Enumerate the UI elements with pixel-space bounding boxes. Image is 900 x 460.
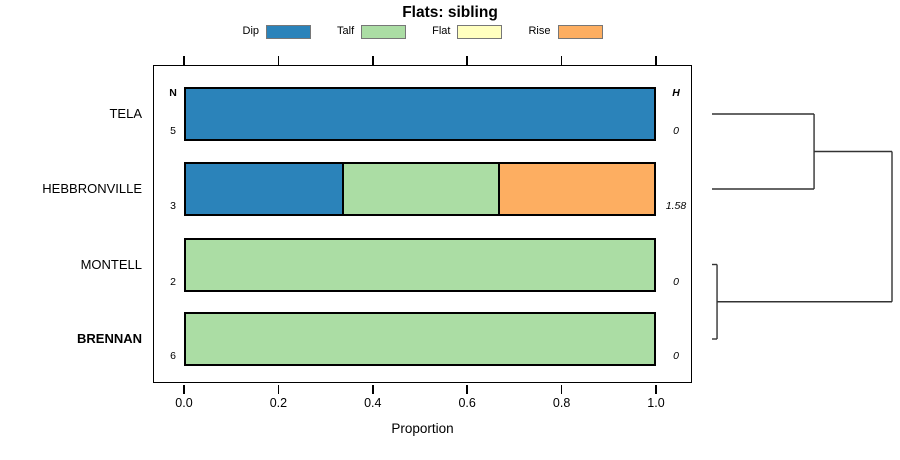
- axis-tick: [372, 384, 374, 394]
- category-label-tela: TELA: [109, 106, 142, 121]
- bar-row-hebbronville: [184, 162, 656, 216]
- category-label-hebbronville: HEBBRONVILLE: [42, 181, 142, 196]
- axis-tick: [560, 384, 563, 394]
- axis-tick: [466, 56, 468, 65]
- legend-swatch-flat: [457, 24, 503, 39]
- axis-tick-label: 1.0: [647, 396, 665, 410]
- n-column-header: N: [169, 87, 177, 99]
- h-value: 1.58: [665, 200, 687, 212]
- bar-row-montell: [184, 237, 656, 292]
- axis-tick: [372, 56, 374, 65]
- legend-item-dip: Dip: [242, 24, 312, 39]
- h-value: 0: [673, 275, 679, 288]
- bar-segment-talf: [341, 164, 498, 214]
- x-axis-title: Proportion: [391, 421, 454, 436]
- axis-tick: [655, 56, 657, 65]
- axis-tick-label: 0.4: [364, 396, 382, 410]
- legend-swatch-rise: [557, 24, 603, 39]
- legend-label-dip: Dip: [242, 25, 260, 37]
- axis-tick: [183, 384, 185, 394]
- n-value: 3: [170, 200, 176, 212]
- legend-swatch-dip: [266, 24, 312, 39]
- n-value: 5: [170, 125, 176, 137]
- h-column-header: H: [672, 87, 680, 99]
- bar-segment-dip: [186, 164, 342, 214]
- category-label-montell: MONTELL: [80, 256, 142, 272]
- h-value: 0: [673, 350, 679, 362]
- axis-tick-label: 0.2: [269, 396, 288, 410]
- legend-item-flat: Flat: [432, 24, 503, 39]
- n-value: 2: [170, 275, 176, 288]
- bar-segment-rise: [497, 164, 654, 214]
- legend-label-rise: Rise: [528, 25, 551, 37]
- legend-label-talf: Talf: [337, 25, 355, 37]
- legend-label-flat: Flat: [432, 25, 451, 37]
- bar-row-brennan: [184, 312, 656, 366]
- h-value: 0: [673, 125, 679, 137]
- plot-area: [153, 65, 692, 383]
- axis-tick-label: 0.8: [552, 396, 571, 410]
- axis-tick: [466, 384, 468, 394]
- bar-row-tela: [184, 87, 656, 141]
- bar-segment-dip: [186, 89, 654, 139]
- chart-title: Flats: sibling: [402, 4, 498, 21]
- category-label-brennan: BRENNAN: [77, 331, 142, 346]
- bar-segment-talf: [186, 314, 654, 364]
- legend-item-rise: Rise: [528, 24, 603, 39]
- axis-tick-label: 0.0: [175, 396, 193, 410]
- legend: Dip Talf Flat Rise: [153, 23, 692, 40]
- legend-item-talf: Talf: [337, 24, 407, 39]
- n-value: 6: [170, 350, 176, 362]
- axis-tick: [183, 56, 185, 65]
- legend-swatch-talf: [361, 24, 407, 39]
- axis-tick: [277, 56, 280, 65]
- axis-tick-label: 0.6: [458, 396, 476, 410]
- axis-tick: [655, 384, 657, 394]
- bar-segment-talf: [186, 239, 654, 290]
- axis-tick: [277, 384, 280, 394]
- axis-tick: [560, 56, 563, 65]
